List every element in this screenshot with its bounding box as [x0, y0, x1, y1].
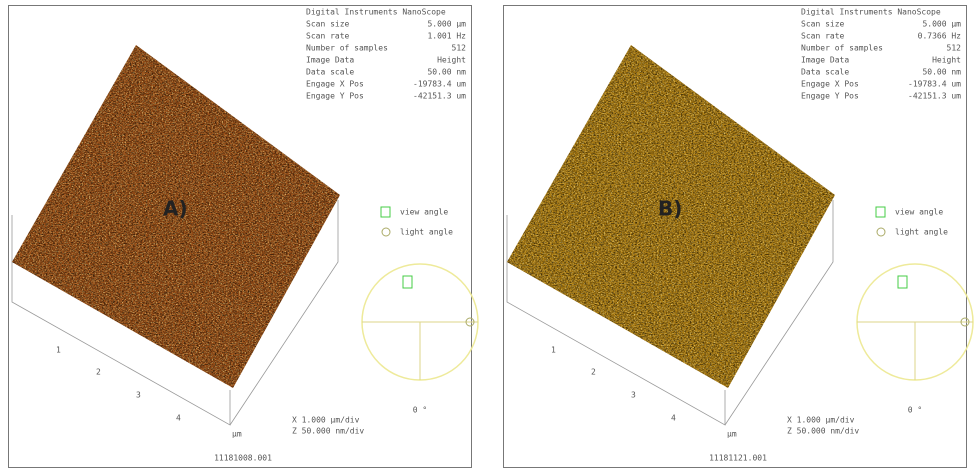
header-value: -42151.3 um: [908, 92, 961, 101]
legend-text: light angle: [400, 228, 453, 237]
angle-label: 0 °: [908, 406, 922, 415]
header-value: Height: [437, 56, 466, 65]
view-icon: [875, 206, 886, 218]
header-value: 5.000 µm: [922, 20, 961, 29]
header-key: Image Data: [306, 56, 354, 65]
view-icon: [380, 206, 391, 218]
axis-tick-label: 1: [56, 346, 61, 355]
light-marker: [960, 317, 970, 327]
panel-label: A): [163, 197, 188, 221]
axis-tick-label: 3: [136, 391, 141, 400]
axis-tick-label: µm: [727, 430, 737, 439]
legend-text: view angle: [400, 208, 448, 217]
header-key: Data scale: [801, 68, 849, 77]
panel-border: [8, 5, 472, 468]
file-name: 11181008.001: [214, 454, 272, 463]
surface-highlight: [12, 45, 340, 388]
header-key: Engage X Pos: [801, 80, 859, 89]
header-value: 5.000 µm: [427, 20, 466, 29]
header-value: -42151.3 um: [413, 92, 466, 101]
legend-text: light angle: [895, 228, 948, 237]
axis-tick-label: 2: [96, 368, 101, 377]
header-key: Digital Instruments NanoScope: [801, 8, 941, 17]
header-value: -19783.4 um: [908, 80, 961, 89]
base-edge: [506, 262, 726, 426]
header-value: 1.001 Hz: [427, 32, 466, 41]
axis-tick-label: 4: [176, 414, 181, 423]
header-key: Data scale: [306, 68, 354, 77]
header-value: 0.7366 Hz: [918, 32, 962, 41]
header-key: Number of samples: [801, 44, 883, 53]
header-value: 50.00 nm: [922, 68, 961, 77]
axis-tick-label: 1: [551, 346, 556, 355]
scale-text: Z 50.000 nm/div: [787, 427, 859, 436]
header-key: Engage Y Pos: [306, 92, 364, 101]
light-marker: [465, 317, 475, 327]
header-value: Height: [932, 56, 961, 65]
view-marker: [402, 275, 413, 289]
header-key: Scan rate: [306, 32, 350, 41]
afm-panel: A) Digital Instruments NanoScope Scan size…: [8, 5, 479, 468]
header-value: 512: [452, 44, 467, 53]
header-key: Image Data: [801, 56, 849, 65]
view-marker: [897, 275, 908, 289]
surface-highlight: [507, 45, 835, 388]
header-key: Scan rate: [801, 32, 845, 41]
header-key: Scan size: [306, 20, 350, 29]
axis-tick-label: µm: [232, 430, 242, 439]
header-value: -19783.4 um: [413, 80, 466, 89]
afm-panel: B) Digital Instruments NanoScope Scan size…: [503, 5, 974, 468]
axis-tick-label: 4: [671, 414, 676, 423]
angle-label: 0 °: [413, 406, 427, 415]
header-key: Number of samples: [306, 44, 388, 53]
axis-tick-label: 3: [631, 391, 636, 400]
header-key: Digital Instruments NanoScope: [306, 8, 446, 17]
panel-border: [503, 5, 967, 468]
panel-label: B): [658, 197, 682, 221]
light-icon: [876, 227, 886, 237]
base-edge: [724, 200, 834, 426]
header-key: Scan size: [801, 20, 845, 29]
file-name: 11181121.001: [709, 454, 767, 463]
header-value: 512: [947, 44, 962, 53]
header-value: 50.00 nm: [427, 68, 466, 77]
base-edge: [11, 262, 231, 426]
axis-tick-label: 2: [591, 368, 596, 377]
scale-text: Z 50.000 nm/div: [292, 427, 364, 436]
header-key: Engage X Pos: [306, 80, 364, 89]
legend-text: view angle: [895, 208, 943, 217]
base-edge: [229, 200, 339, 426]
light-icon: [381, 227, 391, 237]
header-key: Engage Y Pos: [801, 92, 859, 101]
scale-text: X 1.000 µm/div: [787, 416, 855, 425]
scale-text: X 1.000 µm/div: [292, 416, 360, 425]
